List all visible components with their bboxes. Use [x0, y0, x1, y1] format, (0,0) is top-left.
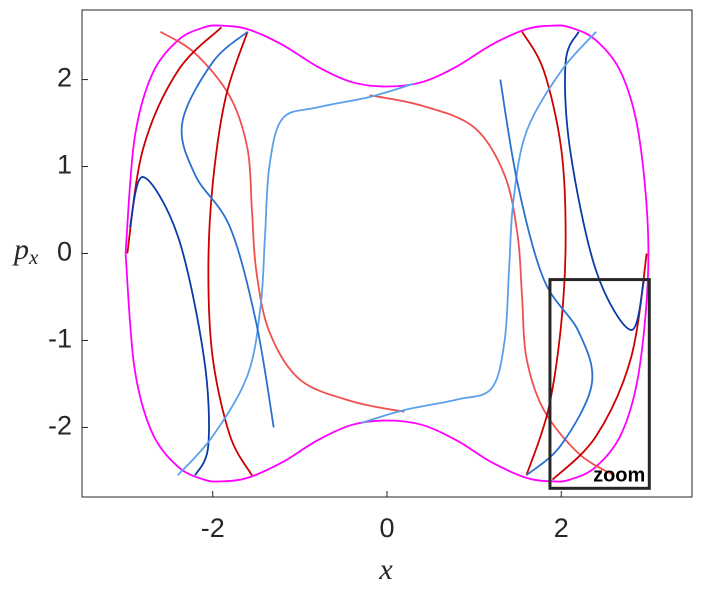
- x-tick-label: -2: [201, 513, 225, 543]
- curve: [564, 31, 645, 331]
- x-tick-label: 2: [554, 513, 569, 543]
- curve: [360, 31, 597, 424]
- y-tick-label: 0: [57, 237, 72, 267]
- plot-frame: [81, 9, 693, 498]
- curve: [129, 176, 210, 476]
- curve: [180, 31, 275, 428]
- curve: [369, 94, 615, 477]
- x-axis-label: x: [378, 553, 393, 586]
- curve: [499, 79, 594, 476]
- y-tick-label: -2: [48, 411, 72, 441]
- curve: [124, 24, 650, 483]
- curve: [207, 31, 253, 476]
- y-axis-label-main: p: [12, 233, 29, 266]
- zoom-box: [548, 278, 651, 490]
- curve: [177, 83, 414, 476]
- y-tick-label: 1: [57, 150, 72, 180]
- curve: [521, 31, 567, 476]
- annotation: zoom: [593, 465, 645, 487]
- y-axis-label-sub: x: [28, 245, 39, 269]
- y-tick-label: -1: [48, 324, 72, 354]
- y-axis-label: px: [12, 233, 39, 269]
- y-tick-label: 2: [57, 63, 72, 93]
- x-tick-label: 0: [379, 513, 394, 543]
- curve: [159, 30, 405, 413]
